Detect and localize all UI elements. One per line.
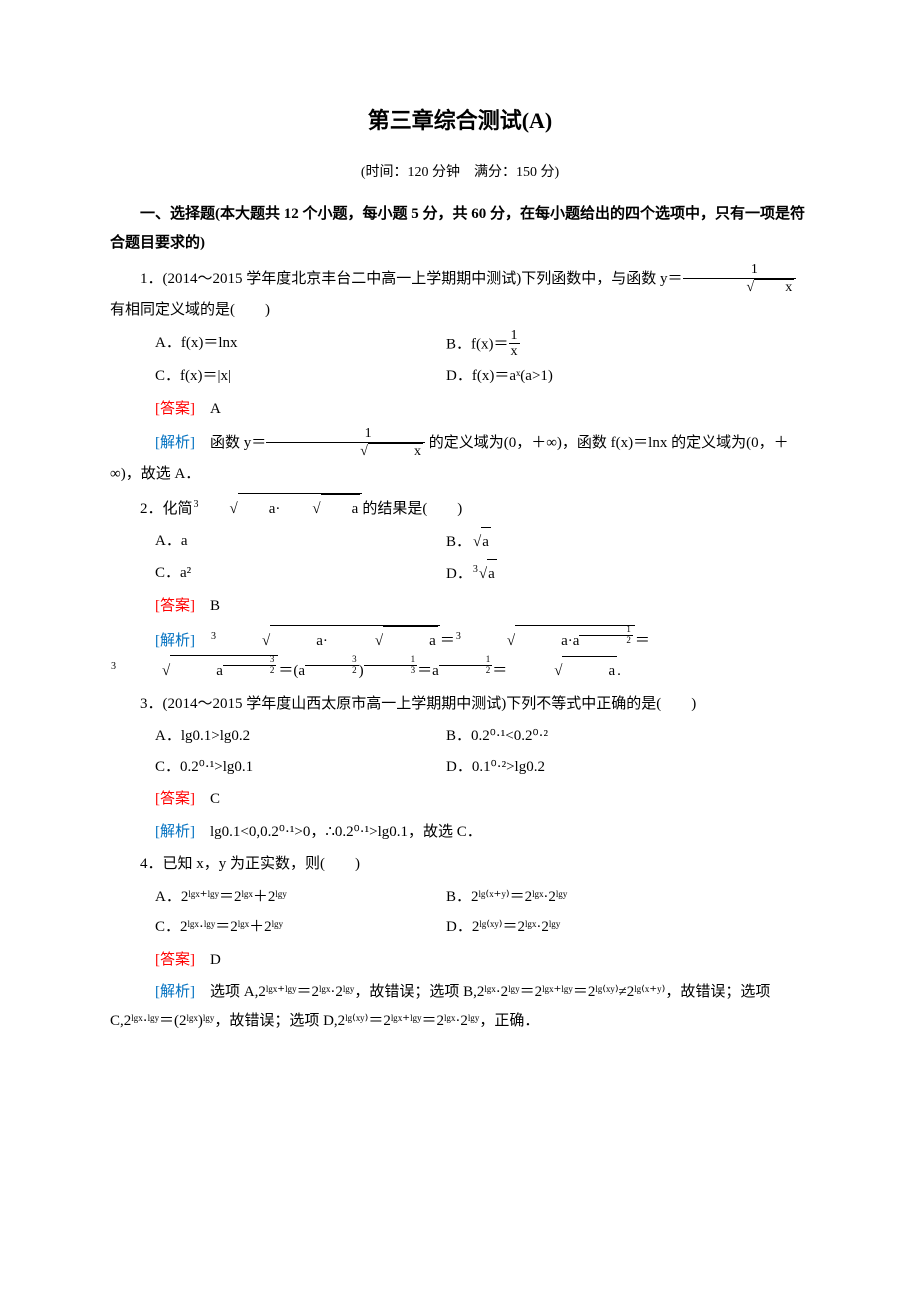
q1-options-row1: A．f(x)＝lnx B．f(x)＝1x: [110, 329, 810, 361]
q3-options-row2: C．0.2⁰·¹>lg0.1 D．0.1⁰·²>lg0.2: [110, 753, 810, 782]
q1-stem-a: 1．(2014～2015 学年度北京丰台二中高一上学期期中测试)下列函数中，与函…: [140, 271, 660, 287]
q1-answer: [答案] A: [110, 395, 810, 424]
q2-options-row2: C．a² D．3√a: [110, 559, 810, 589]
q4-options-row2: C．2ˡᵍˣ·ˡᵍʸ＝2ˡᵍˣ＋2ˡᵍʸ D．2ˡᵍ⁽ˣʸ⁾＝2ˡᵍˣ·2ˡᵍʸ: [110, 913, 810, 942]
q3-analysis: [解析] lg0.1<0,0.2⁰·¹>0，∴0.2⁰·¹>lg0.1，故选 C…: [110, 818, 810, 847]
q1-frac: 1√x: [683, 262, 797, 295]
q2-stem: 2．化简3√a·√a的结果是( ): [110, 493, 810, 524]
answer-label: [答案]: [155, 401, 195, 417]
answer-label: [答案]: [155, 598, 195, 614]
q4-optD: D．2ˡᵍ⁽ˣʸ⁾＝2ˡᵍˣ·2ˡᵍʸ: [446, 913, 810, 942]
analysis-label: [解析]: [155, 633, 195, 649]
q1-optB: B．f(x)＝1x: [446, 329, 810, 361]
q1-optD: D．f(x)＝aˣ(a>1): [446, 362, 810, 391]
q1-optC: C．f(x)＝|x|: [110, 362, 446, 391]
q2-optC: C．a²: [110, 559, 446, 589]
q4-options-row1: A．2ˡᵍˣ⁺ˡᵍʸ＝2ˡᵍˣ＋2ˡᵍʸ B．2ˡᵍ⁽ˣ⁺ʸ⁾＝2ˡᵍˣ·2ˡᵍ…: [110, 883, 810, 912]
q2-analysis: [解析] 3√a·√a＝3√a·a12＝3√a32＝(a32)13＝a12＝√a…: [110, 625, 810, 686]
analysis-label: [解析]: [155, 824, 195, 840]
q1-answer-val: A: [210, 401, 221, 417]
q1-frac-den: √x: [683, 279, 797, 295]
q1-stem-b: 有相同定义域的是( ): [110, 302, 270, 318]
page-subtitle: (时间：120 分钟 满分：150 分): [110, 160, 810, 187]
answer-label: [答案]: [155, 791, 195, 807]
q3-optB: B．0.2⁰·¹<0.2⁰·²: [446, 722, 810, 751]
q1-options-row2: C．f(x)＝|x| D．f(x)＝aˣ(a>1): [110, 362, 810, 391]
q4-optB: B．2ˡᵍ⁽ˣ⁺ʸ⁾＝2ˡᵍˣ·2ˡᵍʸ: [446, 883, 810, 912]
q1-frac-num: 1: [683, 262, 797, 278]
q4-optC: C．2ˡᵍˣ·ˡᵍʸ＝2ˡᵍˣ＋2ˡᵍʸ: [110, 913, 446, 942]
q1-optA: A．f(x)＝lnx: [110, 329, 446, 361]
q1-yeq: y＝: [660, 271, 683, 287]
q3-answer: [答案] C: [110, 785, 810, 814]
q4-answer: [答案] D: [110, 946, 810, 975]
q1-analysis-a: 函数: [210, 435, 244, 451]
q4-stem: 4．已知 x，y 为正实数，则( ): [110, 850, 810, 879]
q3-optA: A．lg0.1>lg0.2: [110, 722, 446, 751]
q2-optD: D．3√a: [446, 559, 810, 589]
analysis-label: [解析]: [155, 435, 195, 451]
q2-options-row1: A．a B．√a: [110, 527, 810, 557]
q2-answer: [答案] B: [110, 592, 810, 621]
q1-stem: 1．(2014～2015 学年度北京丰台二中高一上学期期中测试)下列函数中，与函…: [110, 263, 810, 324]
q3-stem: 3．(2014～2015 学年度山西太原市高一上学期期中测试)下列不等式中正确的…: [110, 690, 810, 719]
q2-optB: B．√a: [446, 527, 810, 557]
q4-analysis: [解析] 选项 A,2ˡᵍˣ⁺ˡᵍʸ＝2ˡᵍˣ·2ˡᵍʸ，故错误；选项 B,2ˡ…: [110, 978, 810, 1035]
q4-optA: A．2ˡᵍˣ⁺ˡᵍʸ＝2ˡᵍˣ＋2ˡᵍʸ: [110, 883, 446, 912]
q3-optD: D．0.1⁰·²>lg0.2: [446, 753, 810, 782]
section-1-intro: 一、选择题(本大题共 12 个小题，每小题 5 分，共 60 分，在每小题给出的…: [110, 200, 810, 257]
page-title: 第三章综合测试(A): [110, 100, 810, 142]
answer-label: [答案]: [155, 952, 195, 968]
q2-optA: A．a: [110, 527, 446, 557]
analysis-label: [解析]: [155, 984, 195, 1000]
q3-options-row1: A．lg0.1>lg0.2 B．0.2⁰·¹<0.2⁰·²: [110, 722, 810, 751]
q1-analysis: [解析] 函数 y＝1√x 的定义域为(0，＋∞)，函数 f(x)＝lnx 的定…: [110, 427, 810, 488]
q3-optC: C．0.2⁰·¹>lg0.1: [110, 753, 446, 782]
